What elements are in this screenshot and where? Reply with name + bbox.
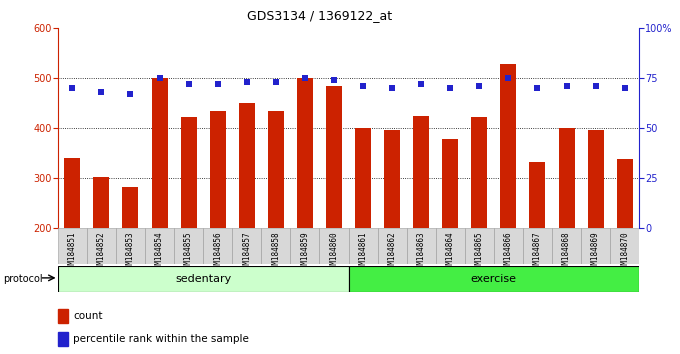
Text: GSM184854: GSM184854 <box>155 231 164 273</box>
Bar <box>58 332 68 346</box>
Bar <box>181 117 197 228</box>
Text: protocol: protocol <box>3 274 43 284</box>
Text: exercise: exercise <box>471 274 517 284</box>
Point <box>212 81 223 87</box>
Bar <box>530 162 545 228</box>
Bar <box>152 78 167 228</box>
Point <box>503 75 514 81</box>
Bar <box>232 228 261 264</box>
Bar <box>58 228 87 264</box>
Point <box>271 80 282 85</box>
Bar <box>174 228 203 264</box>
Bar <box>348 228 377 264</box>
Bar <box>471 117 488 228</box>
Bar <box>87 228 116 264</box>
Bar <box>297 78 313 228</box>
Bar <box>290 228 320 264</box>
Bar <box>436 228 465 264</box>
Bar <box>610 228 639 264</box>
Point <box>619 86 630 91</box>
Text: GSM184865: GSM184865 <box>475 231 483 273</box>
Bar <box>581 228 610 264</box>
Point <box>532 86 543 91</box>
Bar <box>203 228 232 264</box>
Bar <box>442 139 458 228</box>
Bar <box>122 187 139 228</box>
Text: GSM184863: GSM184863 <box>417 231 426 273</box>
Point <box>358 84 369 89</box>
Point <box>299 75 310 81</box>
Bar <box>355 128 371 228</box>
Bar <box>65 158 80 228</box>
Text: GSM184862: GSM184862 <box>388 231 396 273</box>
Text: GSM184866: GSM184866 <box>504 231 513 273</box>
Text: count: count <box>73 311 103 321</box>
Point <box>183 81 194 87</box>
Point <box>67 86 78 91</box>
Bar <box>523 228 552 264</box>
Bar <box>617 159 632 228</box>
Bar <box>320 228 348 264</box>
Text: GSM184868: GSM184868 <box>562 231 571 273</box>
Bar <box>58 309 68 323</box>
Bar <box>261 228 290 264</box>
Text: GSM184859: GSM184859 <box>301 231 309 273</box>
Text: GSM184858: GSM184858 <box>271 231 280 273</box>
Text: GSM184864: GSM184864 <box>446 231 455 273</box>
Bar <box>116 228 145 264</box>
Bar <box>465 228 494 264</box>
Point <box>445 86 456 91</box>
Text: GSM184867: GSM184867 <box>533 231 542 273</box>
Point <box>590 84 601 89</box>
Text: GSM184856: GSM184856 <box>214 231 222 273</box>
Bar <box>326 86 342 228</box>
Bar <box>209 111 226 228</box>
Text: GSM184855: GSM184855 <box>184 231 193 273</box>
Point <box>474 84 485 89</box>
Text: GSM184852: GSM184852 <box>97 231 106 273</box>
Point <box>328 78 339 83</box>
Bar <box>588 130 604 228</box>
Point <box>387 86 398 91</box>
Bar <box>93 177 109 228</box>
Bar <box>268 111 284 228</box>
Text: GSM184869: GSM184869 <box>591 231 600 273</box>
Text: GSM184853: GSM184853 <box>126 231 135 273</box>
Text: GSM184870: GSM184870 <box>620 231 629 273</box>
Point <box>96 90 107 95</box>
Text: GSM184861: GSM184861 <box>358 231 367 273</box>
Bar <box>413 116 429 228</box>
Text: GDS3134 / 1369122_at: GDS3134 / 1369122_at <box>247 9 392 22</box>
Bar <box>494 228 523 264</box>
Bar <box>145 228 174 264</box>
Point <box>154 75 165 81</box>
Point <box>561 84 572 89</box>
Bar <box>239 103 255 228</box>
Bar <box>377 228 407 264</box>
Text: GSM184860: GSM184860 <box>330 231 339 273</box>
Bar <box>407 228 436 264</box>
Point <box>241 80 252 85</box>
Bar <box>500 64 516 228</box>
Bar <box>58 266 348 292</box>
Text: sedentary: sedentary <box>175 274 231 284</box>
Point <box>125 91 136 97</box>
Bar <box>384 130 400 228</box>
Text: percentile rank within the sample: percentile rank within the sample <box>73 334 249 344</box>
Text: GSM184851: GSM184851 <box>68 231 77 273</box>
Bar <box>348 266 639 292</box>
Bar <box>552 228 581 264</box>
Point <box>415 81 426 87</box>
Bar <box>558 128 575 228</box>
Text: GSM184857: GSM184857 <box>242 231 251 273</box>
